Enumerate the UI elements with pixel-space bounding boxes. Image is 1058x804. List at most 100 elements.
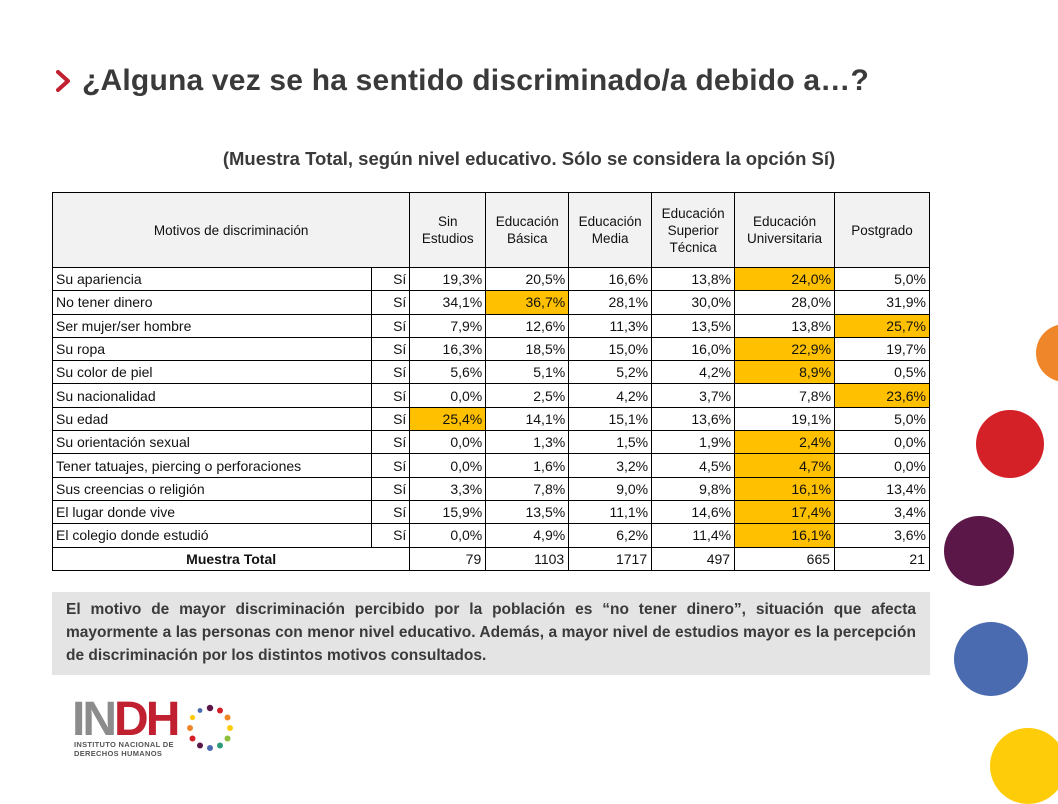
motivo-cell: Su nacionalidad [51, 383, 373, 408]
si-cell: Sí [371, 453, 411, 478]
value-cell-highlighted: 24,0% [734, 266, 836, 292]
value-cell: 7,8% [485, 476, 570, 501]
value-cell: 1,6% [485, 453, 570, 478]
value-cell: 1,9% [651, 430, 736, 455]
si-cell: Sí [371, 336, 411, 362]
value-cell: 3,4% [834, 499, 930, 525]
total-value: 1717 [568, 546, 653, 571]
indh-logo: INDH INSTITUTO NACIONAL DE DERECHOS HUMA… [72, 693, 233, 760]
table-row: El colegio donde estudió Sí 0,0% 4,9% 6,2% 11… [51, 523, 930, 548]
summary-note: El motivo de mayor discriminación percib… [52, 592, 930, 675]
value-cell: 0,5% [834, 360, 930, 385]
logo-subtitle: INSTITUTO NACIONAL DE DERECHOS HUMANOS [74, 740, 174, 758]
value-cell: 31,9% [834, 290, 930, 315]
value-cell: 30,0% [651, 290, 736, 315]
si-cell: Sí [371, 266, 411, 292]
discrimination-table: Motivos de discriminación Sin Estudios E… [51, 192, 930, 571]
value-cell: 0,0% [409, 430, 487, 455]
header-postgrado: Postgrado [834, 192, 930, 268]
header-educacion-superior-tecnica: Educación Superior Técnica [651, 192, 736, 268]
value-cell: 0,0% [409, 523, 487, 548]
value-cell: 4,5% [651, 453, 736, 478]
value-cell: 1,5% [568, 430, 653, 455]
table-row: Su nacionalidad Sí 0,0% 2,5% 4,2% 3,7% 7,8% 23,… [51, 383, 930, 408]
motivo-cell: Su ropa [51, 336, 373, 362]
value-cell: 0,0% [834, 453, 930, 478]
si-cell: Sí [371, 360, 411, 385]
motivo-cell: Tener tatuajes, piercing o perforaciones [51, 453, 373, 478]
value-cell: 7,9% [409, 313, 487, 338]
header-sin-estudios: Sin Estudios [409, 192, 487, 268]
value-cell: 3,7% [651, 383, 736, 408]
value-cell: 20,5% [485, 266, 570, 292]
motivo-cell: No tener dinero [51, 290, 373, 315]
si-cell: Sí [371, 476, 411, 501]
value-cell: 5,2% [568, 360, 653, 385]
decorative-circle-orange [1036, 324, 1058, 382]
value-cell-highlighted: 25,7% [834, 313, 930, 338]
value-cell: 9,8% [651, 476, 736, 501]
value-cell: 13,4% [834, 476, 930, 501]
value-cell-highlighted: 8,9% [734, 360, 836, 385]
value-cell: 28,0% [734, 290, 836, 315]
value-cell: 3,2% [568, 453, 653, 478]
title-row: ¿Alguna vez se ha sentido discriminado/a… [56, 64, 869, 98]
value-cell: 19,1% [734, 406, 836, 432]
value-cell: 9,0% [568, 476, 653, 501]
value-cell: 11,3% [568, 313, 653, 338]
table-row: El lugar donde vive Sí 15,9% 13,5% 11,1% 14,6… [51, 499, 930, 525]
motivo-cell: El colegio donde estudió [51, 523, 373, 548]
value-cell-highlighted: 23,6% [834, 383, 930, 408]
value-cell: 16,6% [568, 266, 653, 292]
value-cell: 0,0% [409, 453, 487, 478]
si-cell: Sí [371, 406, 411, 432]
value-cell: 13,5% [485, 499, 570, 525]
si-cell: Sí [371, 499, 411, 525]
header-educacion-basica: Educación Básica [485, 192, 570, 268]
total-value: 21 [834, 546, 930, 571]
total-value: 665 [734, 546, 836, 571]
motivo-cell: El lugar donde vive [51, 499, 373, 525]
page-subtitle: (Muestra Total, según nivel educativo. S… [222, 148, 836, 169]
si-cell: Sí [371, 430, 411, 455]
si-cell: Sí [371, 523, 411, 548]
value-cell: 18,5% [485, 336, 570, 362]
si-cell: Sí [371, 313, 411, 338]
logo-wordmark: INDH [72, 693, 180, 746]
value-cell: 4,2% [568, 383, 653, 408]
value-cell: 5,1% [485, 360, 570, 385]
motivo-cell: Ser mujer/ser hombre [51, 313, 373, 338]
value-cell: 5,6% [409, 360, 487, 385]
value-cell: 2,5% [485, 383, 570, 408]
value-cell: 19,7% [834, 336, 930, 362]
value-cell: 34,1% [409, 290, 487, 315]
value-cell: 0,0% [409, 383, 487, 408]
value-cell: 15,1% [568, 406, 653, 432]
value-cell: 16,0% [651, 336, 736, 362]
value-cell: 5,0% [834, 266, 930, 292]
value-cell: 15,9% [409, 499, 487, 525]
table-header-row: Motivos de discriminación Sin Estudios E… [51, 192, 930, 268]
header-educacion-universitaria: Educación Universitaria [734, 192, 836, 268]
value-cell-highlighted: 25,4% [409, 406, 487, 432]
value-cell: 16,3% [409, 336, 487, 362]
table-row: Su apariencia Sí 19,3% 20,5% 16,6% 13,8% 24,0%… [51, 266, 930, 292]
value-cell: 14,1% [485, 406, 570, 432]
value-cell: 6,2% [568, 523, 653, 548]
value-cell-highlighted: 17,4% [734, 499, 836, 525]
motivo-cell: Su orientación sexual [51, 430, 373, 455]
value-cell-highlighted: 22,9% [734, 336, 836, 362]
decorative-circle-purple [944, 516, 1014, 586]
value-cell-highlighted: 16,1% [734, 476, 836, 501]
logo-dots-ring-icon [187, 704, 233, 751]
si-cell: Sí [371, 383, 411, 408]
header-educacion-media: Educación Media [568, 192, 653, 268]
value-cell: 3,6% [834, 523, 930, 548]
table-row: Su edad Sí 25,4% 14,1% 15,1% 13,6% 19,1% 5,0% [51, 406, 930, 432]
table-row: Ser mujer/ser hombre Sí 7,9% 12,6% 11,3% 13,5… [51, 313, 930, 338]
value-cell-highlighted: 4,7% [734, 453, 836, 478]
value-cell: 11,4% [651, 523, 736, 548]
value-cell: 11,1% [568, 499, 653, 525]
table-total-row: Muestra Total 79 1103 1717 497 665 21 [51, 546, 930, 571]
total-value: 1103 [485, 546, 570, 571]
